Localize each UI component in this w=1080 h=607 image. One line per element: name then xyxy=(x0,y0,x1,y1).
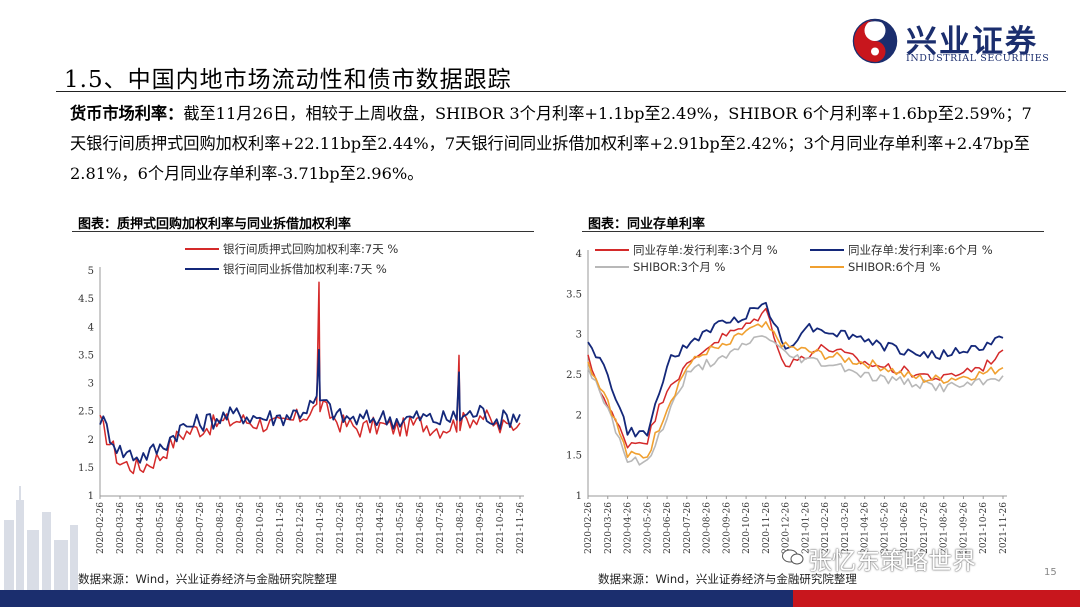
y-tick-label: 4 xyxy=(88,322,94,333)
x-tick-label: 2021-02-26 xyxy=(821,502,831,554)
x-tick-label: 2021-08-26 xyxy=(456,502,466,554)
watermark-text: 张忆东策略世界 xyxy=(808,547,976,575)
y-tick-label: 5 xyxy=(88,266,94,277)
title-divider xyxy=(56,91,1066,92)
x-tick-label: 2021-01-26 xyxy=(316,502,326,554)
company-logo: 兴业证券 INDUSTRIAL SECURITIES xyxy=(852,14,1062,70)
x-tick-label: 2021-04-26 xyxy=(376,502,386,554)
x-tick-label: 2021-06-26 xyxy=(416,502,426,554)
legend-label: 银行间质押式回购加权利率:7天 % xyxy=(223,242,398,256)
chart1-source: 数据来源：Wind，兴业证券经济与金融研究院整理 xyxy=(78,572,337,586)
y-tick-label: 1 xyxy=(88,491,94,502)
x-tick-label: 2020-07-26 xyxy=(196,502,206,554)
x-tick-label: 2020-09-26 xyxy=(722,502,732,554)
x-tick-label: 2020-08-26 xyxy=(216,502,226,554)
chart2-title: 图表：同业存单利率 xyxy=(588,217,706,232)
summary-lead: 货币市场利率： xyxy=(70,104,184,123)
x-tick-label: 2021-09-26 xyxy=(959,502,969,554)
y-tick-label: 1 xyxy=(576,491,582,502)
x-tick-label: 2021-08-26 xyxy=(940,502,950,554)
x-tick-label: 2020-06-26 xyxy=(176,502,186,554)
y-tick-label: 1.5 xyxy=(78,463,94,474)
y-tick-label: 4 xyxy=(576,249,582,260)
x-tick-label: 2021-10-26 xyxy=(496,502,506,554)
x-tick-label: 2021-06-26 xyxy=(900,502,910,554)
x-tick-label: 2021-01-26 xyxy=(801,502,811,554)
series-line-2 xyxy=(99,348,521,464)
skyline-decoration-icon xyxy=(4,486,78,590)
x-tick-label: 2021-03-26 xyxy=(356,502,366,554)
page-number: 15 xyxy=(1044,567,1057,578)
x-tick-label: 2020-03-26 xyxy=(604,502,614,554)
y-tick-label: 2.5 xyxy=(566,370,582,381)
x-tick-label: 2020-10-26 xyxy=(256,502,266,554)
footer-bar-red xyxy=(793,590,1080,607)
x-tick-label: 2020-11-26 xyxy=(276,502,286,554)
logo-name-en: INDUSTRIAL SECURITIES xyxy=(906,53,1050,64)
wechat-icon xyxy=(782,549,804,565)
x-tick-label: 2020-04-26 xyxy=(624,502,634,554)
logo-mark-icon xyxy=(852,18,898,64)
y-tick-label: 3.5 xyxy=(78,350,94,361)
y-tick-label: 3 xyxy=(88,379,94,390)
x-tick-label: 2021-09-26 xyxy=(476,502,486,554)
x-tick-label: 2020-07-26 xyxy=(683,502,693,554)
legend-label: SHIBOR:3个月 % xyxy=(633,260,726,274)
series-line-2 xyxy=(587,301,1004,438)
x-tick-label: 2021-02-26 xyxy=(336,502,346,554)
summary-body: 截至11月26日，相较于上周收盘，SHIBOR 3个月利率+1.1bp至2.49… xyxy=(70,104,1032,183)
chart1-rule xyxy=(72,231,534,232)
x-tick-label: 2021-03-26 xyxy=(841,502,851,554)
x-tick-label: 2021-04-26 xyxy=(861,502,871,554)
y-tick-label: 2.5 xyxy=(78,407,94,418)
x-tick-label: 2020-09-26 xyxy=(236,502,246,554)
x-tick-label: 2021-07-26 xyxy=(920,502,930,554)
x-tick-label: 2020-05-26 xyxy=(156,502,166,554)
x-tick-label: 2020-12-26 xyxy=(782,502,792,554)
y-tick-label: 3.5 xyxy=(566,289,582,300)
y-tick-label: 4.5 xyxy=(78,294,94,305)
chart1-title: 图表：质押式回购加权利率与同业拆借加权利率 xyxy=(78,217,352,232)
x-tick-label: 2020-10-26 xyxy=(742,502,752,554)
x-tick-label: 2020-06-26 xyxy=(663,502,673,554)
slide-title: 1.5、中国内地市场流动性和债市数据跟踪 xyxy=(64,67,512,93)
legend-label: 银行间同业拆借加权利率:7天 % xyxy=(223,262,387,276)
x-tick-label: 2020-02-26 xyxy=(584,502,594,554)
chart2-plot: 1 1.5 2 2.5 3 3.5 4 2020-02-26 2020-03-26 2020-04… xyxy=(566,243,1009,554)
legend-label: 同业存单:发行利率:6个月 % xyxy=(848,243,993,257)
footer-bar-navy xyxy=(0,590,793,607)
x-tick-label: 2021-07-26 xyxy=(436,502,446,554)
summary-paragraph: 货币市场利率：截至11月26日，相较于上周收盘，SHIBOR 3个月利率+1.1… xyxy=(70,99,1045,189)
x-tick-label: 2020-05-26 xyxy=(643,502,653,554)
chart1-plot: 1 1.5 2 2.5 3 3.5 4 4.5 5 2020-02-26 2020-03-26 202… xyxy=(78,242,526,554)
series-line-4 xyxy=(587,321,1004,459)
series-line-3 xyxy=(587,335,1004,466)
chart2-rule xyxy=(582,231,1044,232)
x-tick-label: 2020-11-26 xyxy=(762,502,772,554)
y-tick-label: 1.5 xyxy=(566,451,582,462)
logo-name-cn: 兴业证券 xyxy=(906,24,1038,60)
x-tick-label: 2020-08-26 xyxy=(703,502,713,554)
chart2-source: 数据来源：Wind，兴业证券经济与金融研究院整理 xyxy=(598,572,857,586)
series-line-1 xyxy=(99,281,521,475)
y-tick-label: 3 xyxy=(576,330,582,341)
x-tick-label: 2020-12-26 xyxy=(296,502,306,554)
x-tick-label: 2020-04-26 xyxy=(136,502,146,554)
x-tick-label: 2021-05-26 xyxy=(880,502,890,554)
x-tick-label: 2020-02-26 xyxy=(96,502,106,554)
series-line-1 xyxy=(587,307,1004,449)
x-tick-label: 2021-11-26 xyxy=(999,502,1009,554)
legend-label: SHIBOR:6个月 % xyxy=(848,260,941,274)
x-tick-label: 2021-10-26 xyxy=(979,502,989,554)
y-tick-label: 2 xyxy=(88,435,94,446)
y-tick-label: 2 xyxy=(576,410,582,421)
footer-bar xyxy=(0,590,1080,607)
legend-label: 同业存单:发行利率:3个月 % xyxy=(633,243,778,257)
x-tick-label: 2020-03-26 xyxy=(116,502,126,554)
x-tick-label: 2021-11-26 xyxy=(516,502,526,554)
x-tick-label: 2021-05-26 xyxy=(396,502,406,554)
